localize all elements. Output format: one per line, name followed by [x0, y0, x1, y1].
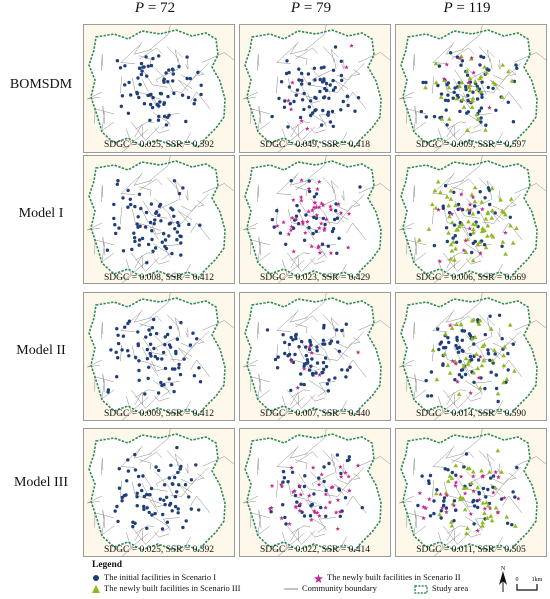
- scale-bar-graphic: 0 1km: [516, 577, 543, 591]
- column-header-p119: P = 119: [412, 0, 522, 22]
- panel-caption: SDGC = 0.049, SSR = 0.418: [260, 140, 370, 150]
- panel-caption: SDGC = 0.022, SSR = 0.414: [260, 545, 370, 555]
- map-panel: [395, 428, 547, 557]
- map-panel: [239, 24, 391, 153]
- map-graphic: [399, 293, 546, 420]
- row-label-bomsdm: BOMSDM: [9, 77, 73, 92]
- column-header-p79: P = 79: [256, 0, 366, 22]
- legend-label: The initial facilities in Scenario I: [104, 572, 217, 582]
- map-panel: [395, 155, 547, 284]
- map-graphic: [87, 293, 234, 420]
- panel-caption: SDGC = 0.014, SSR = 0.590: [416, 409, 526, 419]
- map-graphic: [243, 25, 390, 152]
- legend-label: The newly built facilities in Scenario I…: [104, 583, 241, 593]
- map-panel: [83, 155, 235, 284]
- legend-item-study-area: Study area: [414, 583, 468, 594]
- p-symbol: P: [443, 0, 453, 16]
- dot-marker-icon: [93, 575, 99, 582]
- legend-title: Legend: [92, 560, 123, 570]
- map-graphic: [399, 25, 546, 152]
- legend-label: The newly built facilities in Scenario I…: [327, 572, 461, 582]
- map-graphic: [399, 156, 546, 283]
- p-symbol: P: [290, 0, 301, 16]
- map-panel: [83, 24, 235, 153]
- equals-sign: =: [300, 0, 317, 16]
- map-panel: [395, 292, 547, 421]
- map-graphic: [399, 429, 546, 556]
- panel-caption: SDGC = 0.009, SSR = 0.597: [416, 140, 526, 150]
- legend-item-initial: The initial facilities in Scenario I: [92, 572, 216, 582]
- north-arrow-icon: N: [497, 563, 509, 593]
- map-graphic: [87, 156, 234, 283]
- p-value: 79: [316, 0, 332, 16]
- north-arrow-graphic: N: [499, 566, 507, 592]
- panel-caption: SDGC = 0.025, SSR = 0.392: [104, 545, 214, 555]
- equals-sign: =: [452, 0, 469, 16]
- legend-item-scenario2: The newly built facilities in Scenario I…: [314, 572, 461, 583]
- p-value: 119: [468, 0, 491, 16]
- map-panel: [395, 24, 547, 153]
- map-panel: [83, 428, 235, 557]
- panel-caption: SDGC = 0.006, SSR = 0.569: [416, 273, 526, 283]
- row-label-model-iii: Model III: [13, 475, 69, 490]
- map-graphic: [243, 293, 390, 420]
- column-header-p72: P = 72: [100, 0, 210, 22]
- p-symbol: P: [134, 0, 145, 16]
- legend-label: Study area: [432, 583, 469, 593]
- map-panel: [239, 428, 391, 557]
- row-label-model-ii: Model II: [16, 343, 66, 358]
- map-graphic: [87, 25, 234, 152]
- row-label-model-i: Model I: [18, 206, 64, 221]
- panel-caption: SDGC = 0.025, SSR = 0.392: [104, 140, 214, 150]
- legend: Legend The initial facilities in Scenari…: [84, 560, 550, 598]
- p-value: 72: [160, 0, 176, 16]
- star-marker-icon: [314, 573, 323, 583]
- scale-bar: 0 1km: [512, 570, 548, 594]
- panel-caption: SDGC = 0.007, SSR = 0.440: [260, 409, 370, 419]
- legend-label: Community boundary: [302, 583, 377, 593]
- scale-zero: 0: [516, 577, 519, 583]
- legend-item-boundary: Community boundary: [284, 583, 377, 593]
- map-graphic: [243, 429, 390, 556]
- scale-unit: 1km: [532, 577, 543, 583]
- map-graphic: [243, 156, 390, 283]
- map-panel: [239, 155, 391, 284]
- panel-caption: SDGC = 0.009, SSR = 0.412: [104, 409, 214, 419]
- map-panel: [83, 292, 235, 421]
- panel-caption: SDGC = 0.023, SSR = 0.429: [260, 273, 370, 283]
- line-icon: [284, 588, 298, 590]
- panel-caption: SDGC = 0.008, SSR = 0.412: [104, 273, 214, 283]
- equals-sign: =: [144, 0, 161, 16]
- panel-caption: SDGC = 0.011, SSR = 0.505: [416, 545, 526, 555]
- legend-item-scenario3: The newly built facilities in Scenario I…: [92, 583, 241, 594]
- triangle-marker-icon: [92, 585, 100, 594]
- map-graphic: [87, 429, 234, 556]
- north-label: N: [501, 566, 506, 572]
- dashed-box-icon: [414, 584, 428, 594]
- map-panel: [239, 292, 391, 421]
